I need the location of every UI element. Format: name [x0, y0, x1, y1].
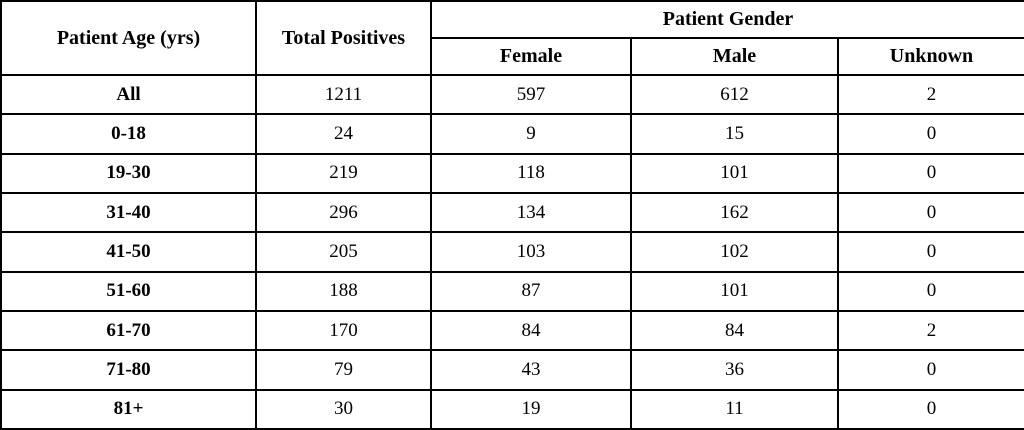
unknown-cell: 0 — [837, 152, 1024, 194]
total-cell: 170 — [255, 309, 432, 352]
column-header-total-positives: Total Positives — [255, 0, 432, 76]
unknown-cell: 0 — [837, 191, 1024, 234]
table-row: All 1211 597 612 2 — [0, 73, 1024, 116]
table-row: 71-80 79 43 36 0 — [0, 349, 1024, 391]
male-cell: 101 — [630, 152, 839, 194]
male-cell: 11 — [630, 388, 839, 430]
age-cell: 51-60 — [0, 270, 257, 312]
female-cell: 118 — [430, 152, 632, 194]
unknown-cell: 0 — [837, 349, 1024, 391]
unknown-cell: 2 — [837, 73, 1024, 116]
total-cell: 188 — [255, 270, 432, 312]
total-cell: 30 — [255, 388, 432, 430]
header-row-group: Patient Age (yrs) Total Positives Patien… — [0, 0, 1024, 76]
female-cell: 84 — [430, 309, 632, 352]
unknown-cell: 0 — [837, 388, 1024, 430]
total-cell: 219 — [255, 152, 432, 194]
female-cell: 103 — [430, 231, 632, 273]
column-header-unknown: Unknown — [837, 37, 1024, 76]
column-header-male: Male — [630, 37, 839, 76]
table-row: 81+ 30 19 11 0 — [0, 388, 1024, 430]
column-group-header-patient-gender: Patient Gender — [430, 0, 1024, 39]
column-header-female: Female — [430, 37, 632, 76]
male-cell: 162 — [630, 191, 839, 234]
age-cell: 41-50 — [0, 231, 257, 273]
male-cell: 102 — [630, 231, 839, 273]
age-cell: 0-18 — [0, 113, 257, 155]
male-cell: 612 — [630, 73, 839, 116]
male-cell: 84 — [630, 309, 839, 352]
total-cell: 79 — [255, 349, 432, 391]
unknown-cell: 2 — [837, 309, 1024, 352]
age-cell: 81+ — [0, 388, 257, 430]
table-row: 0-18 24 9 15 0 — [0, 113, 1024, 155]
age-cell: All — [0, 73, 257, 116]
age-cell: 19-30 — [0, 152, 257, 194]
table-row: 61-70 170 84 84 2 — [0, 309, 1024, 352]
total-cell: 24 — [255, 113, 432, 155]
age-cell: 61-70 — [0, 309, 257, 352]
male-cell: 101 — [630, 270, 839, 312]
female-cell: 134 — [430, 191, 632, 234]
age-cell: 31-40 — [0, 191, 257, 234]
female-cell: 597 — [430, 73, 632, 116]
table-row: 19-30 219 118 101 0 — [0, 152, 1024, 194]
male-cell: 36 — [630, 349, 839, 391]
table-row: 31-40 296 134 162 0 — [0, 191, 1024, 234]
male-cell: 15 — [630, 113, 839, 155]
female-cell: 19 — [430, 388, 632, 430]
table-row: 41-50 205 103 102 0 — [0, 231, 1024, 273]
age-cell: 71-80 — [0, 349, 257, 391]
total-cell: 1211 — [255, 73, 432, 116]
unknown-cell: 0 — [837, 270, 1024, 312]
female-cell: 43 — [430, 349, 632, 391]
column-header-patient-age: Patient Age (yrs) — [0, 0, 257, 76]
table-row: 51-60 188 87 101 0 — [0, 270, 1024, 312]
unknown-cell: 0 — [837, 231, 1024, 273]
female-cell: 87 — [430, 270, 632, 312]
unknown-cell: 0 — [837, 113, 1024, 155]
total-cell: 296 — [255, 191, 432, 234]
total-cell: 205 — [255, 231, 432, 273]
female-cell: 9 — [430, 113, 632, 155]
